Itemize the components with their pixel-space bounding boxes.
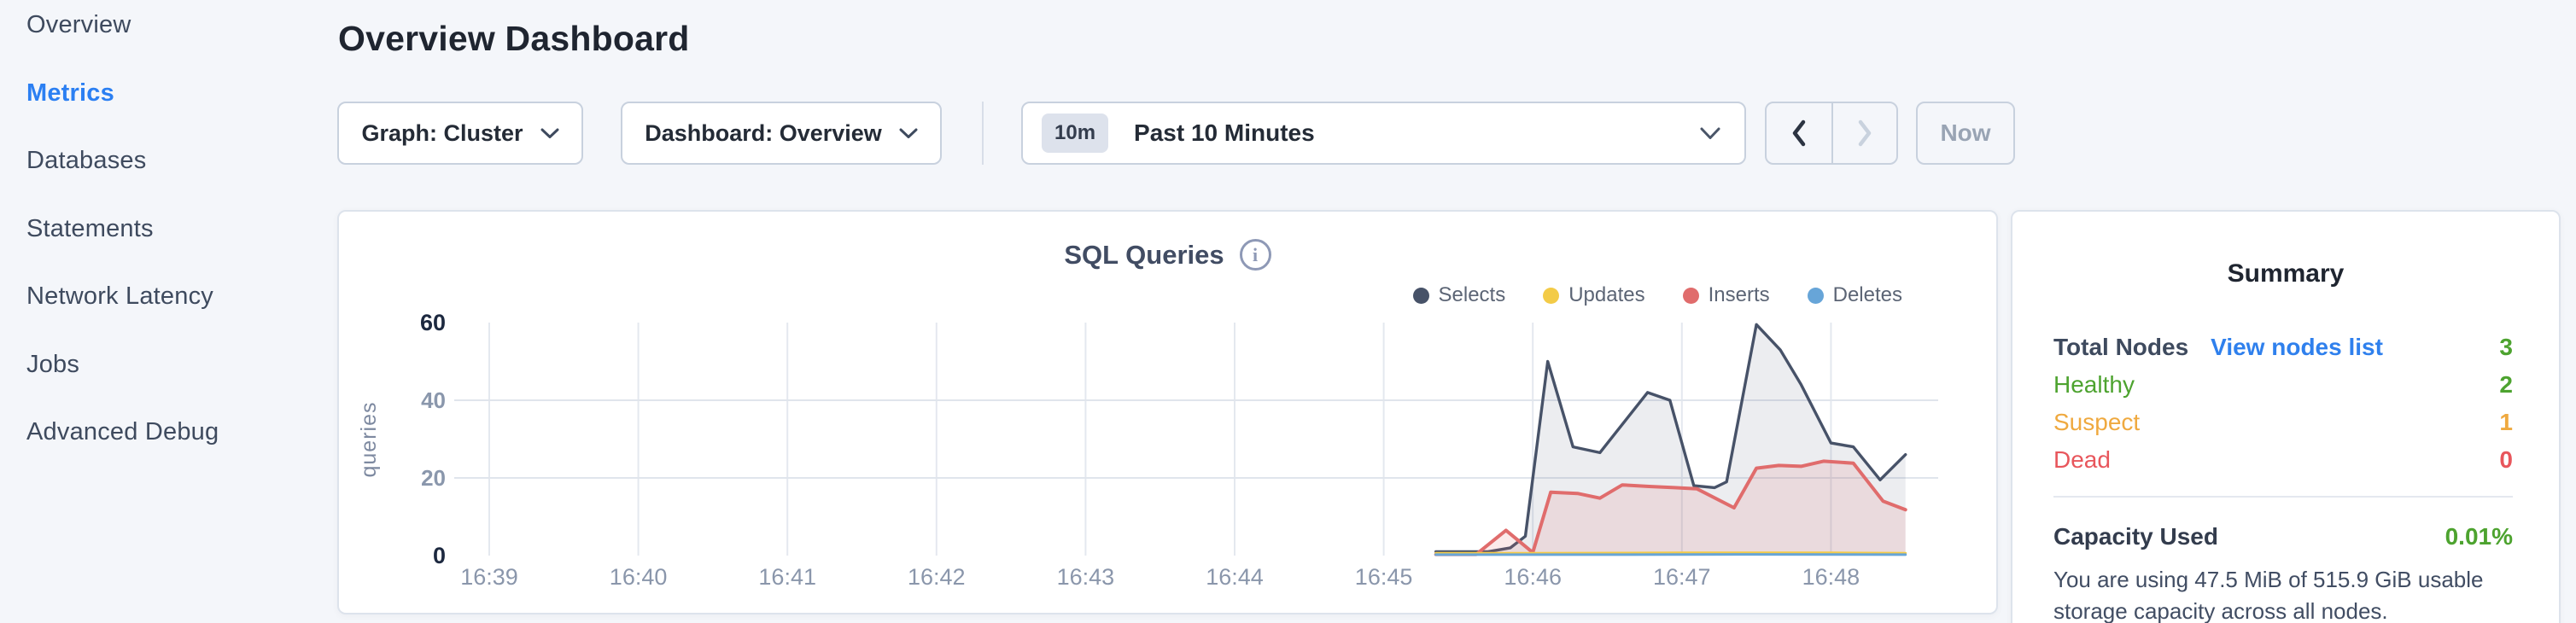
- capacity-used-row: Capacity Used 0.01%: [2053, 518, 2513, 556]
- summary-card: Summary Total Nodes View nodes list 3 He…: [2011, 210, 2561, 623]
- svg-text:16:46: 16:46: [1504, 564, 1562, 590]
- page-title: Overview Dashboard: [338, 19, 690, 58]
- info-icon[interactable]: i: [1239, 239, 1271, 271]
- summary-divider: [2053, 496, 2513, 498]
- dead-nodes-row: Dead 0: [2053, 441, 2513, 479]
- chart-title-row: SQL Queries i: [339, 239, 1996, 271]
- legend-dot: [1807, 287, 1824, 304]
- chevron-down-icon: [540, 128, 559, 138]
- summary-title: Summary: [2227, 259, 2345, 288]
- sidebar: Overview Metrics Databases Statements Ne…: [26, 0, 308, 467]
- suspect-label: Suspect: [2053, 409, 2141, 435]
- total-nodes-value: 3: [2499, 333, 2513, 360]
- view-nodes-list-link[interactable]: View nodes list: [2211, 333, 2383, 360]
- legend-label: Inserts: [1708, 283, 1770, 306]
- svg-text:16:42: 16:42: [908, 564, 966, 590]
- sidebar-item-advanced-debug[interactable]: Advanced Debug: [26, 418, 219, 446]
- chevron-right-icon: [1858, 119, 1872, 147]
- total-nodes-row: Total Nodes View nodes list 3: [2053, 328, 2513, 366]
- suspect-nodes-row: Suspect 1: [2053, 404, 2513, 441]
- sidebar-item-databases[interactable]: Databases: [26, 147, 147, 175]
- svg-text:16:48: 16:48: [1802, 564, 1860, 590]
- svg-text:16:39: 16:39: [460, 564, 518, 590]
- dead-label: Dead: [2053, 446, 2111, 473]
- sql-queries-plot: 16:39 16:40 16:41 16:42 16:43 16:44 16:45 16:46…: [357, 310, 1938, 590]
- svg-text:16:40: 16:40: [610, 564, 668, 590]
- graph-dropdown[interactable]: Graph: Cluster: [337, 102, 583, 165]
- time-range-label: Past 10 Minutes: [1134, 119, 1315, 146]
- total-nodes-label: Total Nodes: [2053, 333, 2189, 360]
- now-button[interactable]: Now: [1916, 102, 2015, 165]
- chevron-down-icon: [1700, 127, 1720, 140]
- svg-text:60: 60: [420, 310, 446, 335]
- sql-queries-chart-card: SQL Queries i Selects Updates Inserts De…: [337, 210, 1998, 614]
- healthy-label: Healthy: [2053, 371, 2135, 398]
- healthy-value: 2: [2499, 371, 2513, 398]
- summary-body: Total Nodes View nodes list 3 Healthy 2 …: [2053, 328, 2513, 623]
- sidebar-item-jobs[interactable]: Jobs: [26, 350, 80, 378]
- time-step-buttons: [1765, 102, 1898, 165]
- time-range-badge: 10m: [1042, 114, 1109, 153]
- legend-item-deletes[interactable]: Deletes: [1807, 283, 1902, 307]
- legend-dot: [1682, 287, 1699, 304]
- capacity-note: You are using 47.5 MiB of 515.9 GiB usab…: [2053, 567, 2484, 623]
- legend-item-updates[interactable]: Updates: [1543, 283, 1645, 307]
- svg-text:16:41: 16:41: [758, 564, 816, 590]
- sidebar-item-overview[interactable]: Overview: [26, 11, 131, 39]
- chart-title: SQL Queries: [1064, 239, 1224, 270]
- legend-label: Updates: [1568, 283, 1645, 306]
- svg-text:queries: queries: [357, 402, 381, 478]
- time-range-picker[interactable]: 10m Past 10 Minutes: [1021, 102, 1746, 165]
- graph-dropdown-label: Graph: Cluster: [361, 119, 523, 146]
- legend-label: Deletes: [1832, 283, 1902, 306]
- capacity-used-value: 0.01%: [2445, 523, 2513, 550]
- suspect-value: 1: [2499, 409, 2513, 435]
- svg-text:0: 0: [433, 543, 446, 568]
- legend-item-inserts[interactable]: Inserts: [1682, 283, 1770, 307]
- toolbar-divider: [982, 102, 984, 165]
- legend-dot: [1412, 287, 1429, 304]
- chart-legend: Selects Updates Inserts Deletes: [1412, 283, 1902, 307]
- dashboard-dropdown-label: Dashboard: Overview: [645, 119, 882, 146]
- legend-label: Selects: [1438, 283, 1506, 306]
- legend-dot: [1543, 287, 1560, 304]
- next-time-button[interactable]: [1831, 103, 1896, 163]
- sidebar-item-network-latency[interactable]: Network Latency: [26, 282, 213, 311]
- dashboard-dropdown[interactable]: Dashboard: Overview: [621, 102, 942, 165]
- svg-text:16:43: 16:43: [1057, 564, 1115, 590]
- svg-text:16:44: 16:44: [1206, 564, 1264, 590]
- chevron-left-icon: [1792, 119, 1806, 147]
- prev-time-button[interactable]: [1767, 103, 1831, 163]
- svg-text:16:45: 16:45: [1355, 564, 1413, 590]
- svg-text:40: 40: [421, 387, 446, 413]
- sidebar-item-metrics[interactable]: Metrics: [26, 79, 114, 107]
- dead-value: 0: [2499, 446, 2513, 473]
- chevron-down-icon: [899, 128, 918, 138]
- sidebar-item-statements[interactable]: Statements: [26, 214, 154, 242]
- legend-item-selects[interactable]: Selects: [1412, 283, 1506, 307]
- svg-text:16:47: 16:47: [1653, 564, 1711, 590]
- capacity-used-label: Capacity Used: [2053, 523, 2218, 550]
- healthy-nodes-row: Healthy 2: [2053, 366, 2513, 404]
- svg-text:20: 20: [421, 465, 446, 491]
